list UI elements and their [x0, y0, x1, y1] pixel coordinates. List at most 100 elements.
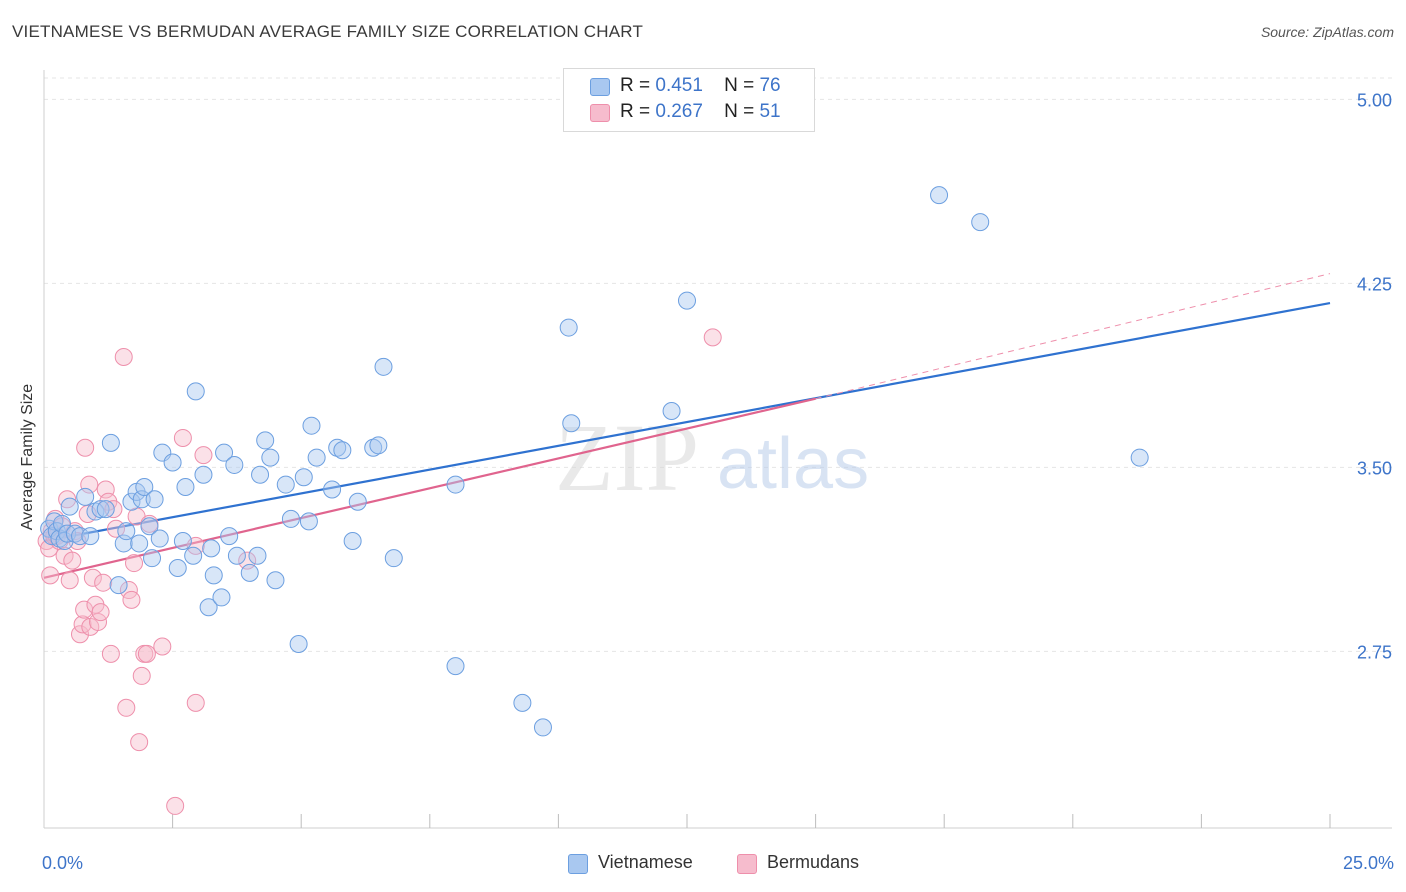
bermudans-point — [60, 571, 79, 590]
vietnamese-point — [145, 490, 164, 509]
source-label: Source: ZipAtlas.com — [1260, 24, 1394, 40]
vietnamese-point — [86, 502, 105, 521]
vietnamese-point — [122, 492, 141, 511]
vietnamese-point — [184, 546, 203, 565]
vietnamese-point — [307, 448, 326, 467]
vietnamese-point — [143, 549, 162, 568]
vietnamese-point — [256, 431, 275, 450]
vietnamese-point — [204, 566, 223, 585]
correlation-legend: R = 0.451 N = 76 R = 0.267 N = 51 — [563, 68, 815, 132]
bermudans-swatch — [737, 854, 757, 874]
watermark-atlas: atlas — [717, 424, 869, 504]
bermudans-trend-extension — [815, 273, 1331, 400]
vietnamese-point — [227, 546, 246, 565]
vietnamese-point — [678, 291, 696, 310]
bermudans-point — [58, 490, 77, 509]
bermudans-point — [91, 603, 110, 622]
vietnamese-point — [240, 563, 259, 582]
bermudans-point — [703, 328, 722, 347]
bermudans-point — [122, 590, 141, 609]
x-tick-label: 0.0% — [42, 853, 83, 873]
legend-swatch-pink — [590, 104, 610, 122]
vietnamese-point — [220, 527, 239, 546]
vietnamese-point — [374, 357, 393, 376]
vietnamese-point — [930, 186, 949, 205]
bermudans-point — [114, 348, 133, 367]
vietnamese-point — [65, 524, 84, 543]
vietnamese-point — [299, 512, 318, 531]
vietnamese-points — [40, 186, 1149, 737]
vietnamese-point — [194, 465, 213, 484]
vietnamese-point — [186, 382, 205, 401]
vietnamese-legend-label: Vietnamese — [598, 852, 693, 872]
vietnamese-point — [225, 455, 244, 474]
legend-n-label: N = — [724, 101, 755, 122]
vietnamese-point — [109, 576, 128, 595]
vietnamese-point — [199, 598, 218, 617]
legend-swatch-blue — [590, 78, 610, 96]
trend-lines — [43, 273, 1331, 579]
vietnamese-trend-line — [43, 301, 1331, 543]
vietnamese-point — [369, 436, 388, 455]
vietnamese-point — [96, 500, 115, 519]
x-tick-label: 25.0% — [1343, 853, 1394, 873]
vietnamese-point — [446, 657, 465, 676]
chart-title: VIETNAMESE VS BERMUDAN AVERAGE FAMILY SI… — [12, 22, 644, 41]
vietnamese-point — [261, 448, 280, 467]
vietnamese-point — [135, 478, 154, 497]
vietnamese-point — [60, 497, 79, 516]
vietnamese-swatch — [568, 854, 588, 874]
vietnamese-point — [1130, 448, 1149, 467]
vietnamese-point — [215, 443, 234, 462]
vietnamese-point — [562, 414, 581, 433]
vietnamese-point — [302, 416, 321, 435]
vietnamese-point — [130, 534, 149, 553]
y-tick-label: 4.25 — [1357, 274, 1392, 294]
vietnamese-point — [333, 441, 352, 460]
watermark: ZIP atlas — [555, 404, 869, 511]
legend-n-value: 76 — [759, 75, 781, 96]
vietnamese-point — [173, 531, 192, 550]
vietnamese-point — [101, 433, 120, 452]
vietnamese-point — [202, 539, 221, 558]
watermark-zip: ZIP — [555, 404, 699, 511]
bermudans-point — [76, 438, 95, 457]
vietnamese-point — [513, 693, 532, 712]
axes — [43, 70, 1392, 829]
vietnamese-point — [76, 487, 95, 506]
bermudans-point — [107, 519, 126, 538]
bermudans-point — [132, 666, 151, 685]
bermudans-point — [186, 693, 205, 712]
vietnamese-point — [662, 401, 681, 420]
bermudans-trend-line — [43, 397, 816, 579]
vietnamese-point — [150, 529, 169, 548]
vietnamese-point — [281, 509, 300, 528]
bermudans-point — [153, 637, 172, 656]
bermudans-point — [104, 500, 123, 519]
bermudans-point — [41, 566, 60, 585]
vietnamese-point — [364, 438, 383, 457]
vietnamese-point — [266, 571, 285, 590]
vietnamese-point — [971, 213, 990, 232]
vietnamese-point — [276, 475, 295, 494]
bermudans-point — [166, 796, 185, 815]
bermudans-points — [37, 328, 722, 815]
bermudans-point — [130, 733, 149, 752]
bermudans-legend-label: Bermudans — [767, 852, 860, 872]
vietnamese-point — [212, 588, 231, 607]
vietnamese-point — [53, 514, 72, 533]
vietnamese-point — [176, 478, 195, 497]
vietnamese-point — [559, 318, 578, 337]
vietnamese-point — [117, 522, 136, 541]
bermudans-point — [117, 698, 136, 717]
vietnamese-point — [348, 492, 367, 511]
legend-r-label: R = — [620, 101, 651, 122]
vietnamese-point — [446, 475, 465, 494]
legend-r-value: 0.267 — [655, 101, 703, 122]
legend-r-value: 0.451 — [655, 75, 703, 96]
legend-n-label: N = — [724, 75, 755, 96]
y-tick-label: 2.75 — [1357, 642, 1392, 662]
vietnamese-point — [81, 527, 100, 546]
vietnamese-point — [168, 558, 187, 577]
vietnamese-point — [343, 531, 362, 550]
